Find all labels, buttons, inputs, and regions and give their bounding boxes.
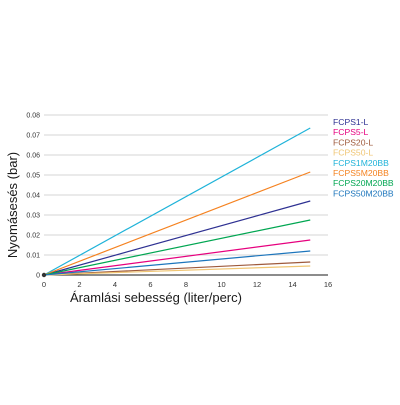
x-tick-label: 0 [42, 280, 46, 289]
series-line-fcps20-l [43, 261, 311, 276]
origin-point [41, 272, 47, 278]
y-tick-label: 0.06 [26, 153, 40, 160]
series-layer [41, 127, 311, 278]
y-tick-label: 0.08 [26, 113, 40, 120]
y-tick-label: 0.02 [26, 233, 40, 240]
grid-layer [44, 114, 328, 256]
legend-entry: FCPS50-L [333, 148, 373, 158]
y-tick-label: 0.04 [26, 193, 40, 200]
x-tick-label: 14 [288, 280, 296, 289]
series-line-fcps50m20bb [43, 250, 311, 276]
series-line-fcps5m20bb [43, 171, 311, 276]
x-tick-label: 2 [77, 280, 81, 289]
series-line-fcps1m20bb [43, 127, 311, 276]
y-tick-label: 0.01 [26, 253, 40, 260]
y-tick-label: 0 [36, 273, 40, 280]
y-tick-label: 0.05 [26, 173, 40, 180]
x-tick-label: 4 [113, 280, 117, 289]
legend-entry: FCPS20-L [333, 137, 373, 147]
legend: FCPS1-LFCPS5-LFCPS20-LFCPS50-LFCPS1M20BB… [333, 117, 394, 198]
legend-entry: FCPS1-L [333, 117, 369, 127]
legend-entry: FCPS5M20BB [333, 168, 389, 178]
x-tick-label: 8 [184, 280, 188, 289]
x-tick-label: 12 [253, 280, 261, 289]
y-axis-title: Nyomásesés (bar) [5, 152, 20, 258]
tick-layer: 0 0.01 0.02 0.03 0.04 0.05 0.06 0.07 0.08 0 2 4 6 8 10… [26, 113, 332, 290]
legend-entry: FCPS1M20BB [333, 158, 389, 168]
series-line-fcps1-l [43, 200, 311, 276]
x-axis-title: Áramlási sebesség (liter/perc) [70, 290, 242, 305]
series-line-fcps20m20bb [43, 219, 311, 276]
series-line-fcps5-l [43, 239, 311, 276]
x-tick-label: 10 [217, 280, 225, 289]
legend-entry: FCPS5-L [333, 127, 369, 137]
y-tick-label: 0.03 [26, 213, 40, 220]
x-tick-label: 6 [148, 280, 152, 289]
x-tick-label: 16 [324, 280, 332, 289]
legend-entry: FCPS20M20BB [333, 178, 394, 188]
series-line-fcps50-l [43, 265, 311, 276]
y-tick-label: 0.07 [26, 133, 40, 140]
legend-entry: FCPS50M20BB [333, 188, 394, 198]
